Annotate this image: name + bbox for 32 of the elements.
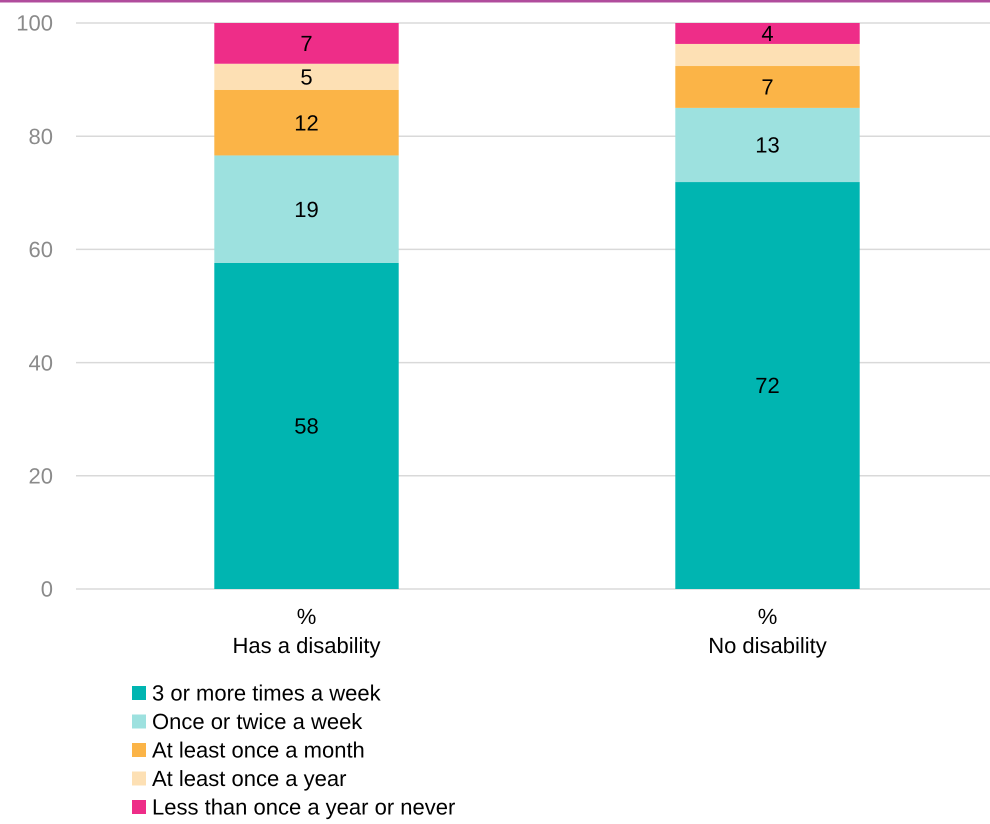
data-label: 7 [300,31,313,56]
bar [214,64,399,90]
bar [675,44,860,66]
bar [214,262,399,589]
legend-label: 3 or more times a week [152,680,382,706]
data-label: 13 [755,132,780,158]
y-tick-label: 40 [28,350,53,376]
bar [214,90,399,156]
x-tick-label: % No disability [708,604,827,658]
data-label: 19 [294,196,319,222]
legend-label: At least once a month [152,738,365,763]
y-tick-label: 20 [28,464,53,488]
bar [675,23,860,44]
data-label: 5 [300,64,313,90]
data-label: 7 [761,74,774,100]
y-tick-label: 60 [28,237,53,262]
data-label: 58 [294,414,319,439]
data-label: 72 [755,373,780,398]
y-tick-label: 0 [40,576,53,602]
bar [675,182,860,589]
data-label: 12 [294,110,319,136]
x-tick-label: % Has a disability [232,604,380,658]
bar [675,108,860,182]
legend-label: Once or twice a week [152,709,364,734]
y-tick-label: 100 [16,10,53,36]
y-tick-label: 80 [28,124,53,149]
bar [214,155,399,263]
data-label: 4 [761,21,774,46]
bar [675,66,860,108]
bar [214,23,399,64]
legend-label: At least once a year [152,766,346,792]
legend-label: Less than once a year or never [152,794,456,820]
